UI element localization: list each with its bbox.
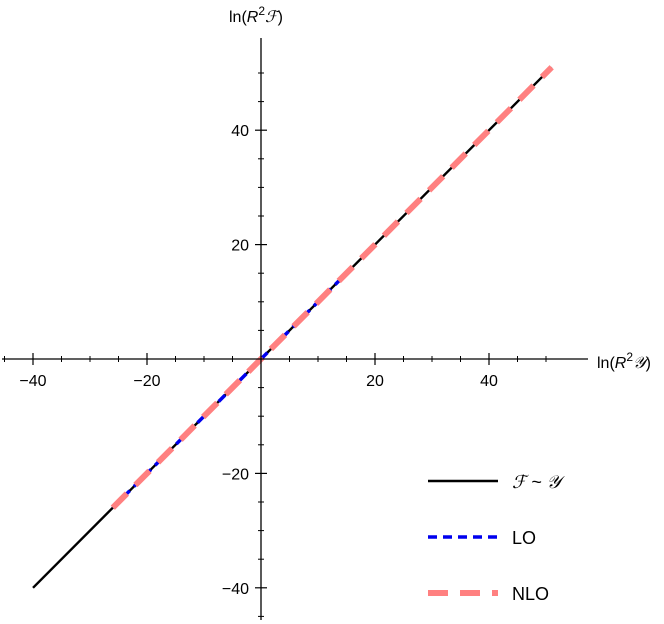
legend-label-2: NLO	[512, 584, 549, 604]
series-line-0	[32, 66, 553, 589]
x-axis-label: ln(R2𝒴)	[597, 350, 651, 372]
y-tick-label: 20	[231, 238, 249, 255]
legend-label-1: LO	[512, 528, 536, 548]
ticks: −40 −20 20 40 −40 −20 20 40	[4, 72, 547, 617]
axes	[2, 38, 588, 620]
y-tick-label: −40	[222, 581, 249, 598]
x-tick-label: −20	[133, 373, 160, 390]
series-line-2	[110, 65, 554, 510]
y-axis-label: ln(R2ℱ)	[229, 4, 283, 26]
x-tick-label: −40	[19, 373, 46, 390]
y-tick-label: −20	[222, 466, 249, 483]
x-tick-label: 40	[480, 373, 498, 390]
x-tick-label: 20	[366, 373, 384, 390]
legend: ℱ ~ 𝒴 LO NLO	[428, 472, 566, 604]
legend-label-0: ℱ ~ 𝒴	[512, 472, 566, 492]
y-tick-label: 40	[231, 123, 249, 140]
series-lines	[32, 65, 554, 589]
